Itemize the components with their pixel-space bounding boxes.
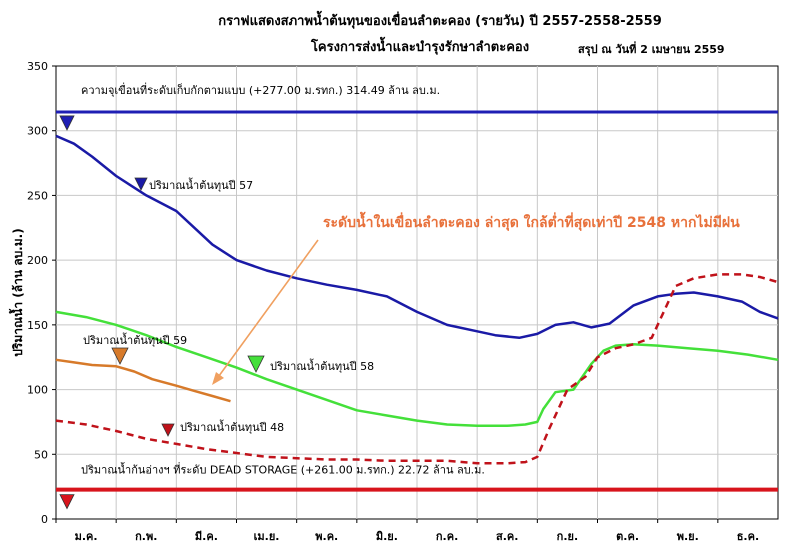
- x-tick-label: ต.ค.: [616, 530, 639, 543]
- series-label: ปริมาณน้ำต้นทุนปี 58: [270, 358, 374, 373]
- annotation-arrow: [215, 239, 319, 381]
- series-marker-icon: [247, 355, 265, 373]
- capacity-label: ความจุเขื่อนที่ระดับเก็บกักตามแบบ (+277.…: [81, 82, 440, 97]
- series-line-1: [55, 310, 779, 428]
- x-tick-label: มี.ค.: [195, 530, 218, 543]
- y-tick-label: 100: [27, 384, 48, 397]
- dead-storage-marker-icon: [59, 494, 75, 510]
- x-tick-label: มิ.ย.: [376, 530, 398, 543]
- y-tick-label: 150: [27, 319, 48, 332]
- series-line-2: [55, 358, 231, 403]
- y-tick-label: 200: [27, 254, 48, 267]
- x-tick-label: พ.ย.: [677, 530, 699, 543]
- annotation-text: ระดับน้ำในเขื่อนลำตะคอง ล่าสุด ใกล้ต่ำที…: [323, 211, 740, 231]
- y-axis-label: ปริมาณน้ำ (ล้าน ลบ.ม.): [8, 228, 25, 356]
- series-marker-icon: [161, 423, 175, 437]
- y-tick-label: 0: [41, 513, 48, 526]
- y-tick-label: 300: [27, 125, 48, 138]
- y-tick-label: 250: [27, 189, 48, 202]
- annotation-arrowhead-icon: [212, 372, 224, 385]
- series-line-3: [55, 273, 779, 465]
- x-tick-label: ก.ค.: [436, 530, 458, 543]
- x-tick-label: ก.พ.: [135, 530, 157, 543]
- series-marker-icon: [134, 177, 148, 191]
- series-label: ปริมาณน้ำต้นทุนปี 57: [149, 177, 253, 192]
- x-tick-label: ม.ค.: [75, 530, 98, 543]
- y-tick-label: 350: [27, 60, 48, 73]
- x-tick-label: เม.ย.: [254, 530, 280, 543]
- y-tick-label: 50: [34, 448, 48, 461]
- x-tick-label: พ.ค.: [315, 530, 338, 543]
- chart-title: กราฟแสดงสภาพน้ำต้นทุนของเขื่อนลำตะคอง (ร…: [218, 14, 662, 29]
- x-tick-label: ก.ย.: [557, 530, 578, 543]
- x-tick-label: ส.ค.: [496, 530, 518, 543]
- dead-storage-label: ปริมาณน้ำก้นอ่างฯ ที่ระดับ DEAD STORAGE …: [81, 462, 485, 477]
- capacity-marker-icon: [59, 115, 75, 131]
- chart-subtitle: โครงการส่งน้ำและบำรุงรักษาลำตะคอง: [310, 40, 530, 55]
- series-label: ปริมาณน้ำต้นทุนปี 48: [180, 419, 284, 434]
- series-marker-icon: [111, 347, 129, 365]
- as-of-date: สรุป ณ วันที่ 2 เมษายน 2559: [578, 43, 725, 56]
- series-label: ปริมาณน้ำต้นทุนปี 59: [83, 332, 187, 347]
- x-tick-label: ธ.ค.: [737, 530, 759, 543]
